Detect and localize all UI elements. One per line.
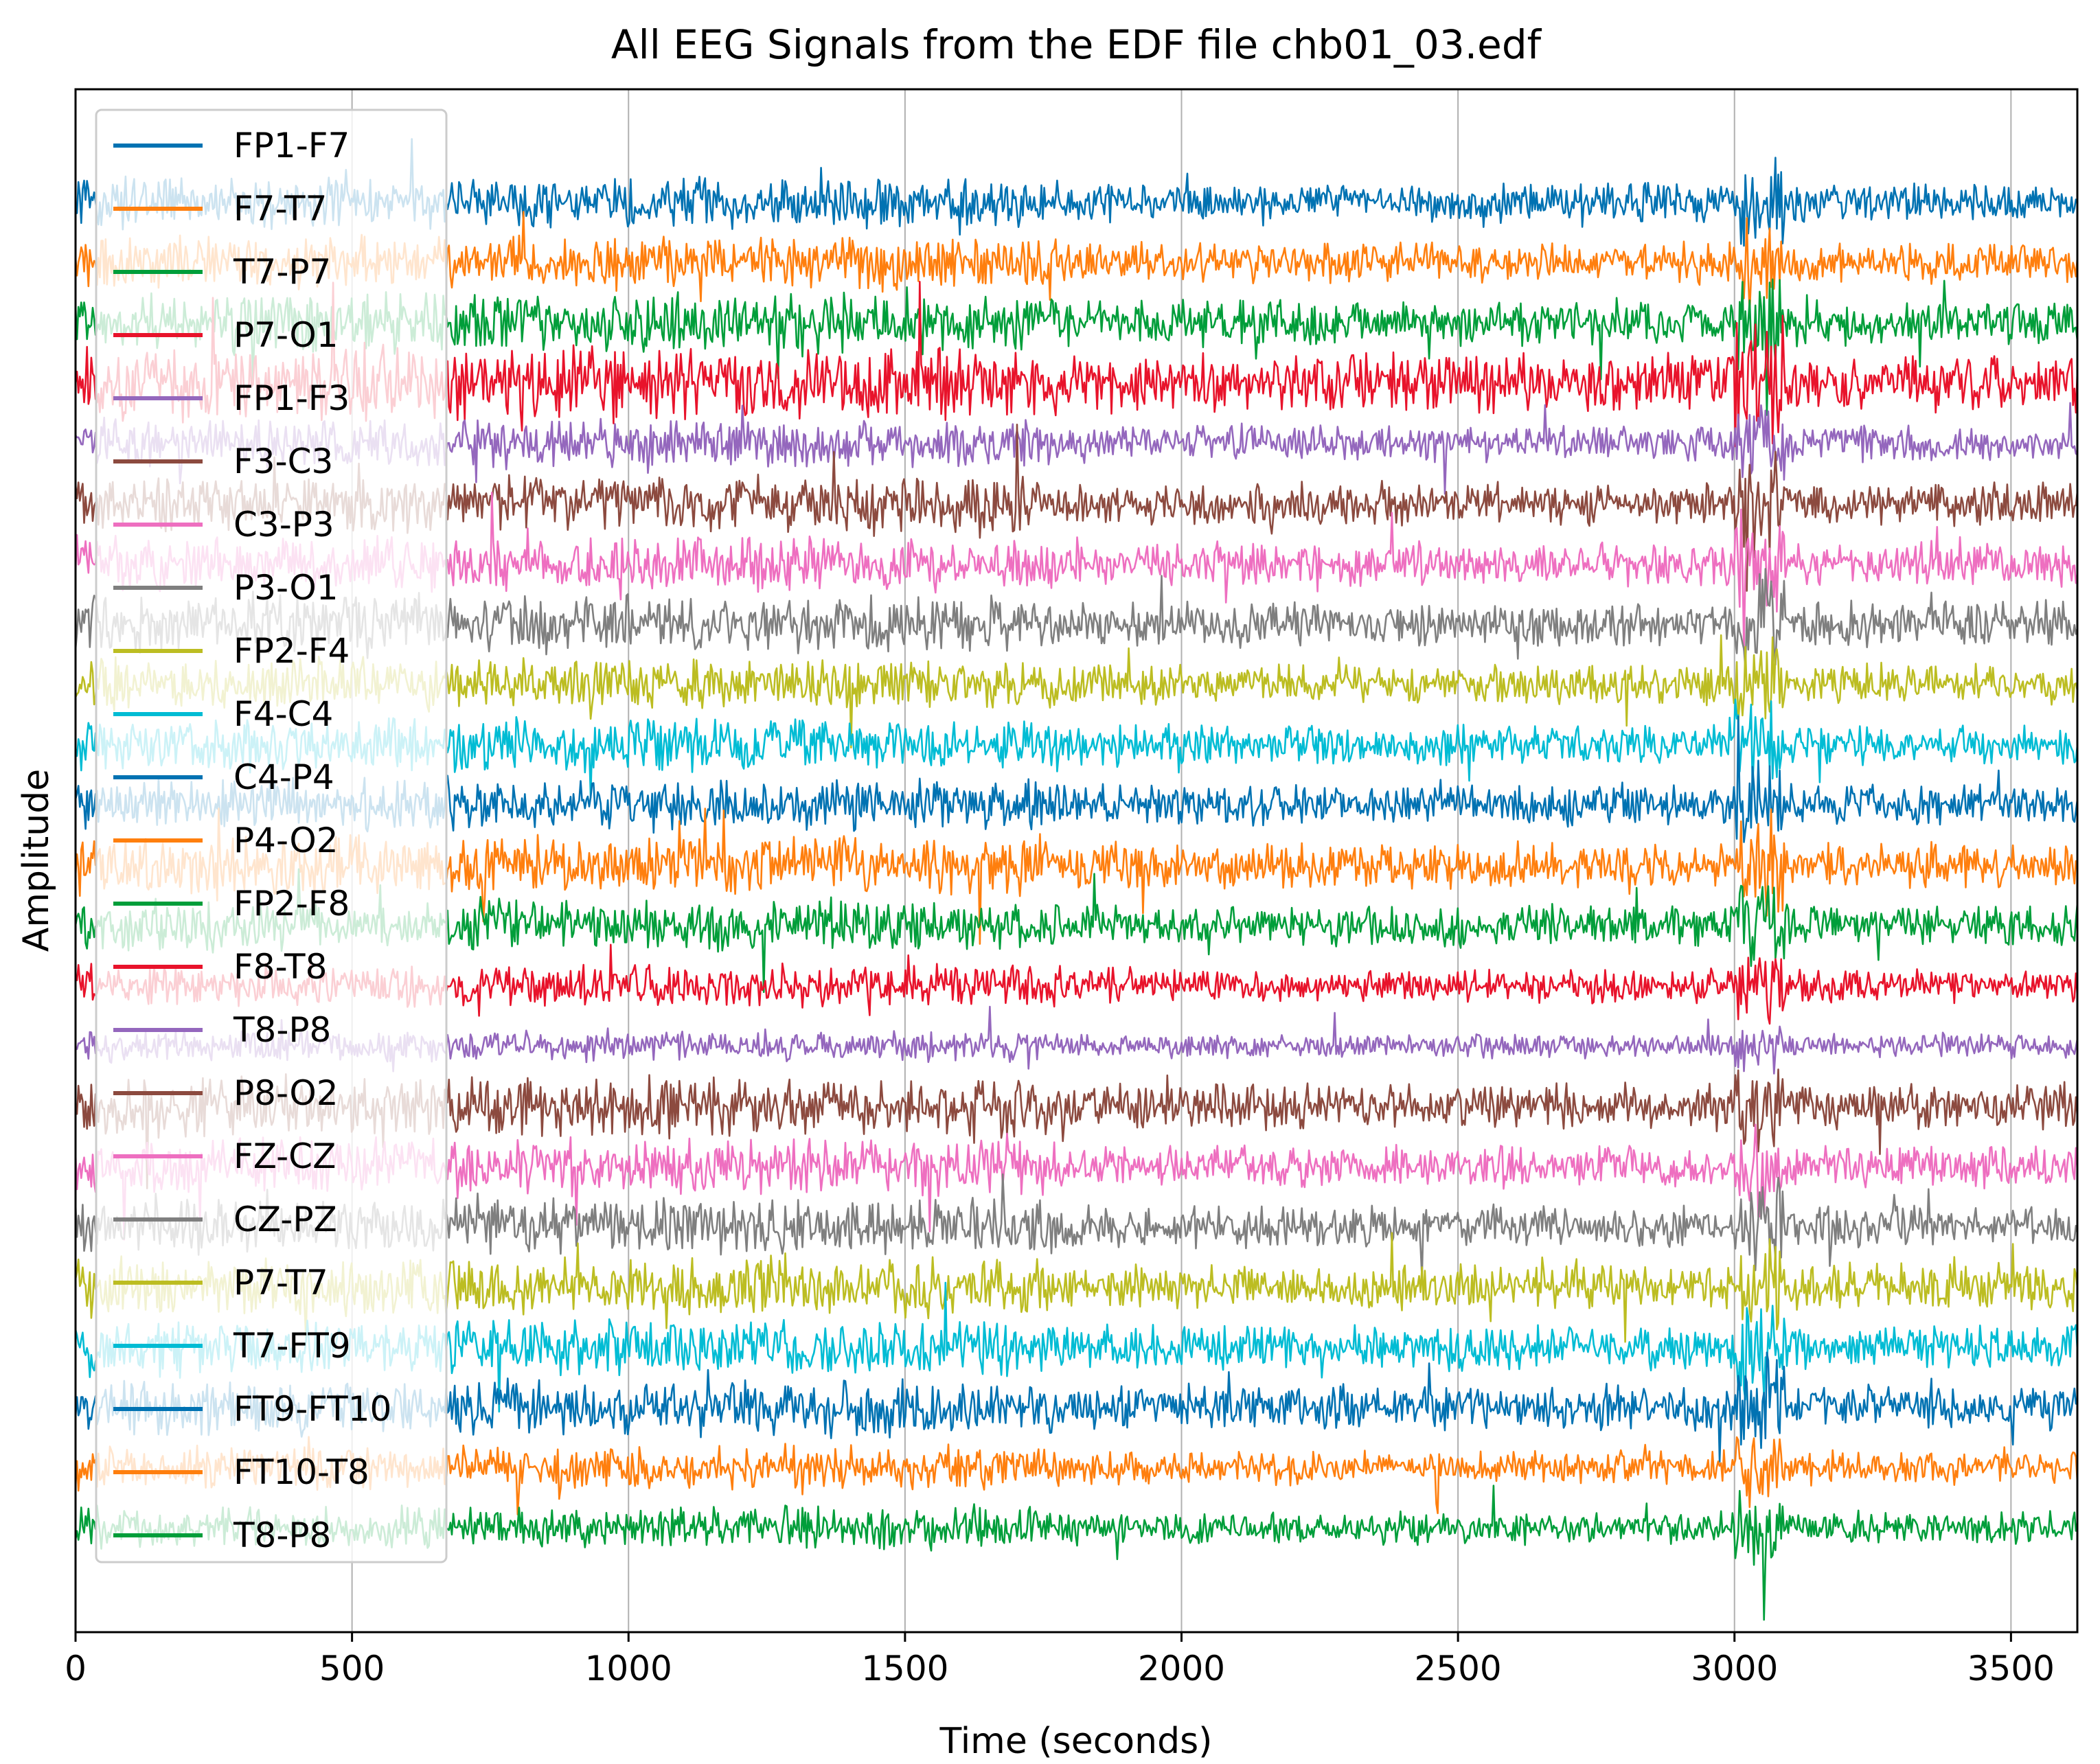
legend-label-12: P4-O2	[233, 821, 339, 860]
legend-label-22: FT10-T8	[233, 1452, 369, 1492]
legend-label-19: P7-T7	[233, 1263, 328, 1303]
x-axis-ticks: 0 500 1000 1500 2000 2500 3000 3500	[65, 1632, 2055, 1688]
legend: FP1-F7 F7-T7 T7-P7 P7-O1 FP1-F3 F3-C3 C3-P3 P3-…	[95, 108, 448, 1563]
x-tick-label-3500: 3500	[1967, 1649, 2055, 1688]
legend-label-7: C3-P3	[233, 505, 334, 545]
x-tick-label-3000: 3000	[1691, 1649, 1778, 1688]
legend-label-11: C4-P4	[233, 757, 334, 797]
legend-label-16: P8-O2	[233, 1073, 339, 1113]
y-axis-label: Amplitude	[16, 769, 57, 952]
legend-label-23: T8-P8	[233, 1515, 331, 1555]
chart-title: All EEG Signals from the EDF file chb01_…	[611, 21, 1542, 68]
legend-label-5: FP1-F3	[233, 378, 350, 418]
legend-label-8: P3-O1	[233, 568, 339, 608]
legend-label-18: CZ-PZ	[233, 1200, 337, 1239]
x-tick-label-2500: 2500	[1414, 1649, 1501, 1688]
legend-label-10: F4-C4	[233, 694, 333, 734]
legend-label-20: T7-FT9	[233, 1326, 351, 1366]
x-tick-label-2000: 2000	[1138, 1649, 1225, 1688]
x-axis-label: Time (seconds)	[939, 1721, 1213, 1762]
legend-label-1: FP1-F7	[233, 126, 350, 165]
legend-box	[95, 108, 448, 1563]
x-tick-label-1000: 1000	[585, 1649, 672, 1688]
legend-label-2: F7-T7	[233, 189, 327, 229]
x-tick-label-500: 500	[319, 1649, 385, 1688]
legend-label-17: FZ-CZ	[233, 1136, 336, 1176]
legend-label-4: P7-O1	[233, 315, 339, 355]
x-tick-label-1500: 1500	[861, 1649, 948, 1688]
legend-label-13: FP2-F8	[233, 884, 350, 924]
legend-label-14: F8-T8	[233, 947, 327, 987]
legend-label-15: T8-P8	[233, 1010, 331, 1050]
x-tick-label-0: 0	[65, 1649, 87, 1688]
legend-label-9: FP2-F4	[233, 631, 350, 671]
plot-frame	[74, 88, 2079, 1634]
legend-label-21: FT9-FT10	[233, 1389, 391, 1429]
legend-label-6: F3-C3	[233, 442, 333, 481]
legend-label-3: T7-P7	[233, 252, 331, 292]
